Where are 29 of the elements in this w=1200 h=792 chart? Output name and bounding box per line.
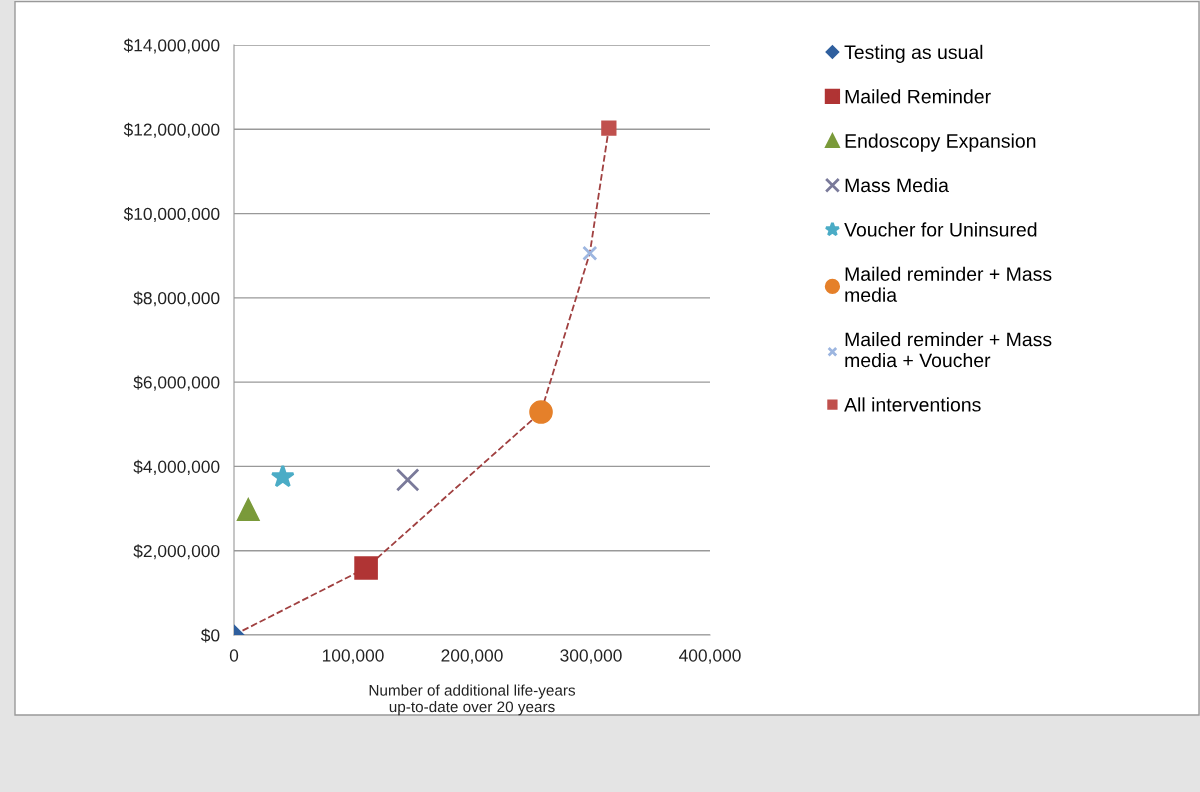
point (529, 400, 553, 424)
legend-label: Voucher for Uninsured (844, 222, 1037, 237)
y-tick-label: $12,000,000 (123, 122, 220, 138)
y-tick-label: $10,000,000 (123, 207, 220, 223)
point (601, 120, 617, 136)
legend-label: Mass Media (845, 177, 949, 193)
point (582, 245, 598, 261)
x-tick-label: 300,000 (560, 649, 622, 664)
point (270, 464, 295, 488)
x-tick-label: 100,000 (322, 649, 384, 664)
y-tick-label: $14,000,000 (123, 38, 220, 54)
legend-label: Endoscopy Expansion (845, 133, 1036, 152)
y-tick-label: $8,000,000 (133, 291, 220, 307)
y-tick-label: $2,000,000 (133, 544, 220, 560)
legend-label: All interventions (844, 397, 981, 412)
x-tick-label: 0 (229, 649, 239, 662)
point (237, 498, 260, 521)
y-tick-label: $6,000,000 (133, 375, 220, 391)
y-tick-label: $4,000,000 (133, 459, 220, 475)
point (395, 468, 420, 492)
legend-label: Mailed reminder + Mass media (845, 266, 1052, 302)
x-axis-title: Number of additional life-years up-to-date over 20 years (369, 684, 576, 716)
point (354, 556, 378, 580)
y-tick-label: $0 (200, 628, 220, 643)
x-tick-label: 400,000 (679, 649, 741, 664)
legend-label: Testing as usual (844, 44, 983, 63)
x-tick-label: 200,000 (441, 649, 503, 664)
legend-label: Mailed reminder + Mass media + Voucher (845, 332, 1052, 368)
legend-label: Mailed Reminder (845, 89, 991, 104)
